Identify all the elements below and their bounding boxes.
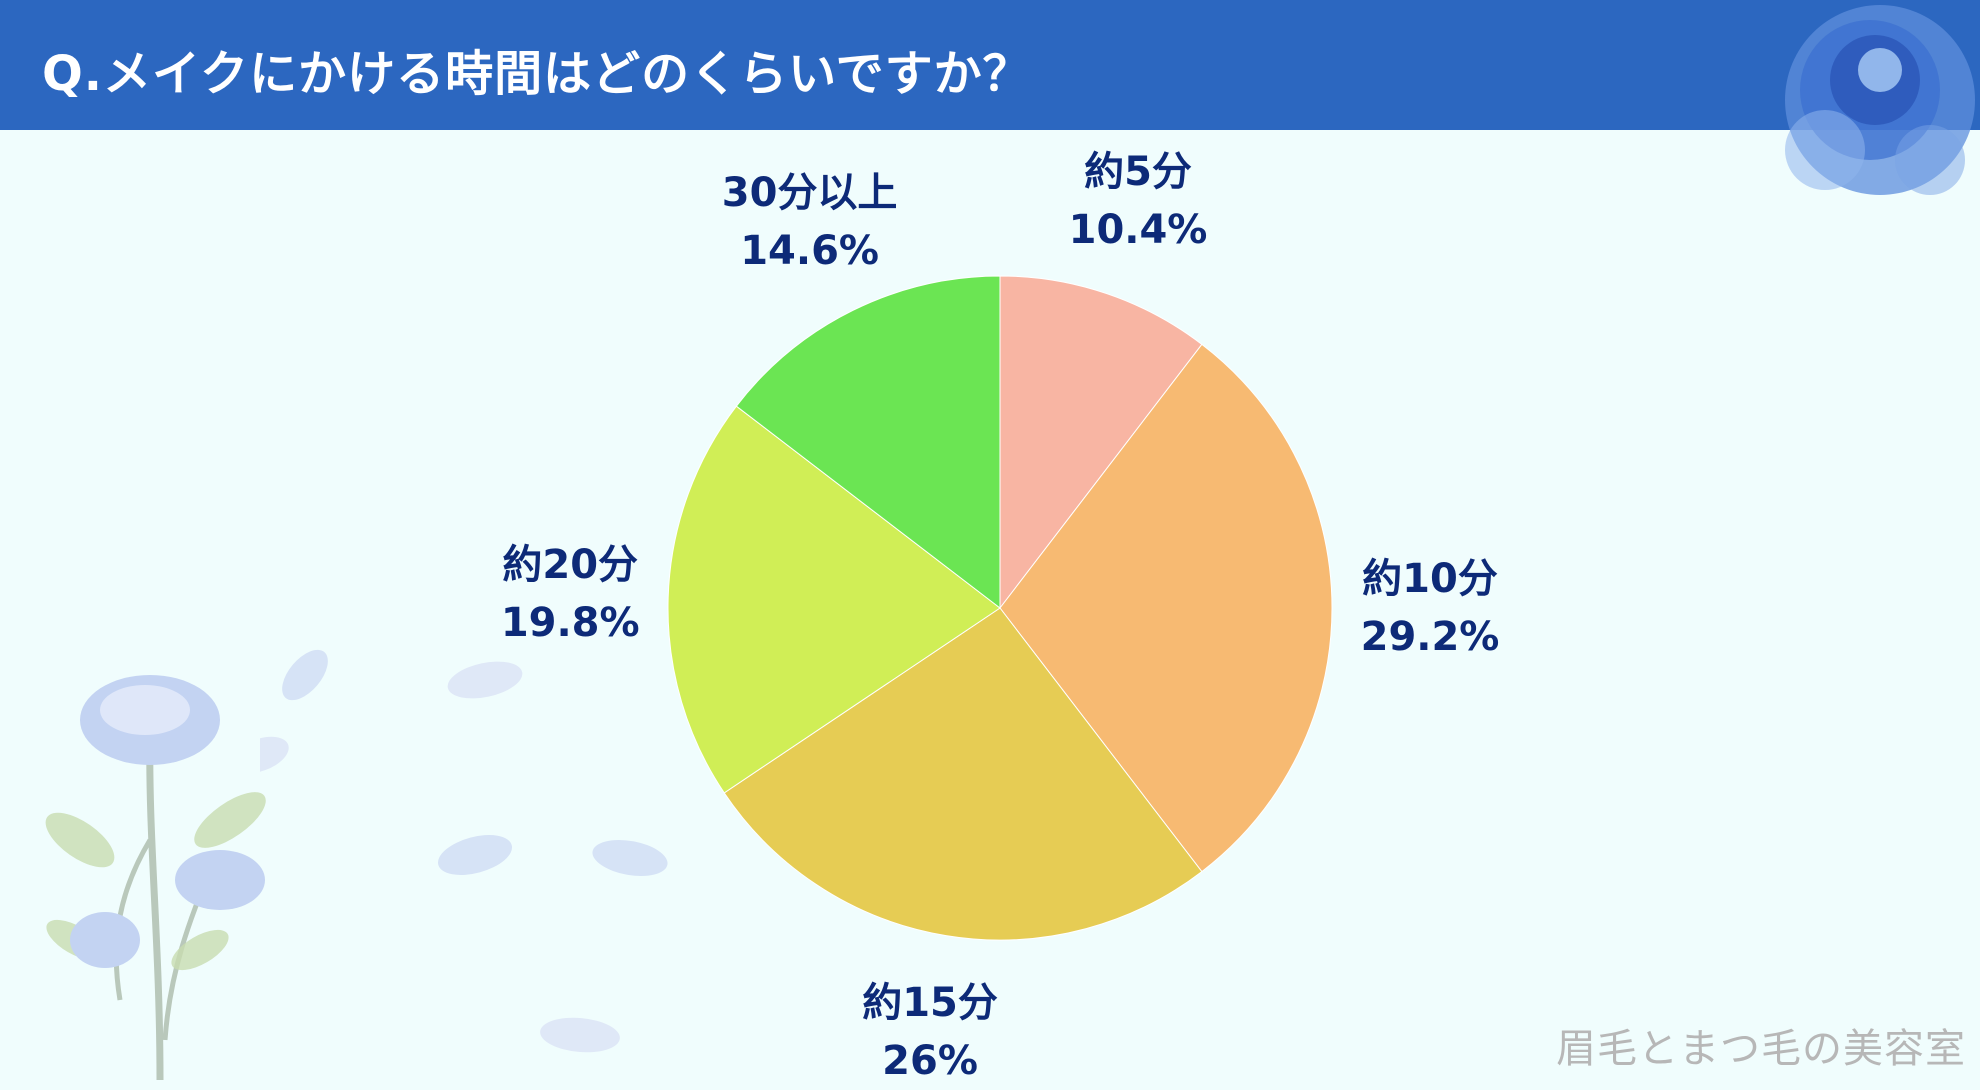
pie-label-category: 30分以上 <box>721 170 898 217</box>
pie-label-value: 26% <box>882 1038 978 1085</box>
pie-slice-5-min <box>999 275 1203 610</box>
blue-roses-stem-decoration <box>45 675 266 1080</box>
pie-label-category: 約10分 <box>1362 556 1498 602</box>
watermark-text: 眉毛とまつ毛の美容室 <box>1556 1026 1966 1072</box>
pie-slice-10-min <box>999 343 1333 873</box>
pie-label-value: 19.8% <box>500 600 640 647</box>
pie-slice-30-min-plus <box>735 275 1001 610</box>
blue-rose-decoration <box>1785 5 1975 195</box>
header-banner: Q.メイクにかける時間はどのくらいですか？ <box>0 0 1980 130</box>
petals-decoration <box>260 649 668 1053</box>
pie-label-value: 14.6% <box>740 228 879 275</box>
pie-label-category: 約15分 <box>862 980 998 1027</box>
pie-slice-15-min <box>723 607 1203 941</box>
pie-label-category: 約20分 <box>502 542 639 589</box>
pie-label-value: 10.4% <box>1068 206 1208 253</box>
pie-label-30-min-plus: 30分以上 14.6% <box>722 164 898 280</box>
pie-label-category: 約5分 <box>1084 148 1192 195</box>
pie-slice-20-min <box>667 405 1001 794</box>
pie-label-15-min: 約15分 26% <box>862 974 998 1090</box>
pie-label-10-min: 約10分 29.2% <box>1361 550 1500 666</box>
pie-label-20-min: 約20分 19.8% <box>501 536 640 652</box>
page-title: Q.メイクにかける時間はどのくらいですか？ <box>42 46 1032 102</box>
pie-label-5-min: 約5分 10.4% <box>1069 143 1208 259</box>
pie-label-value: 29.2% <box>1360 614 1500 660</box>
